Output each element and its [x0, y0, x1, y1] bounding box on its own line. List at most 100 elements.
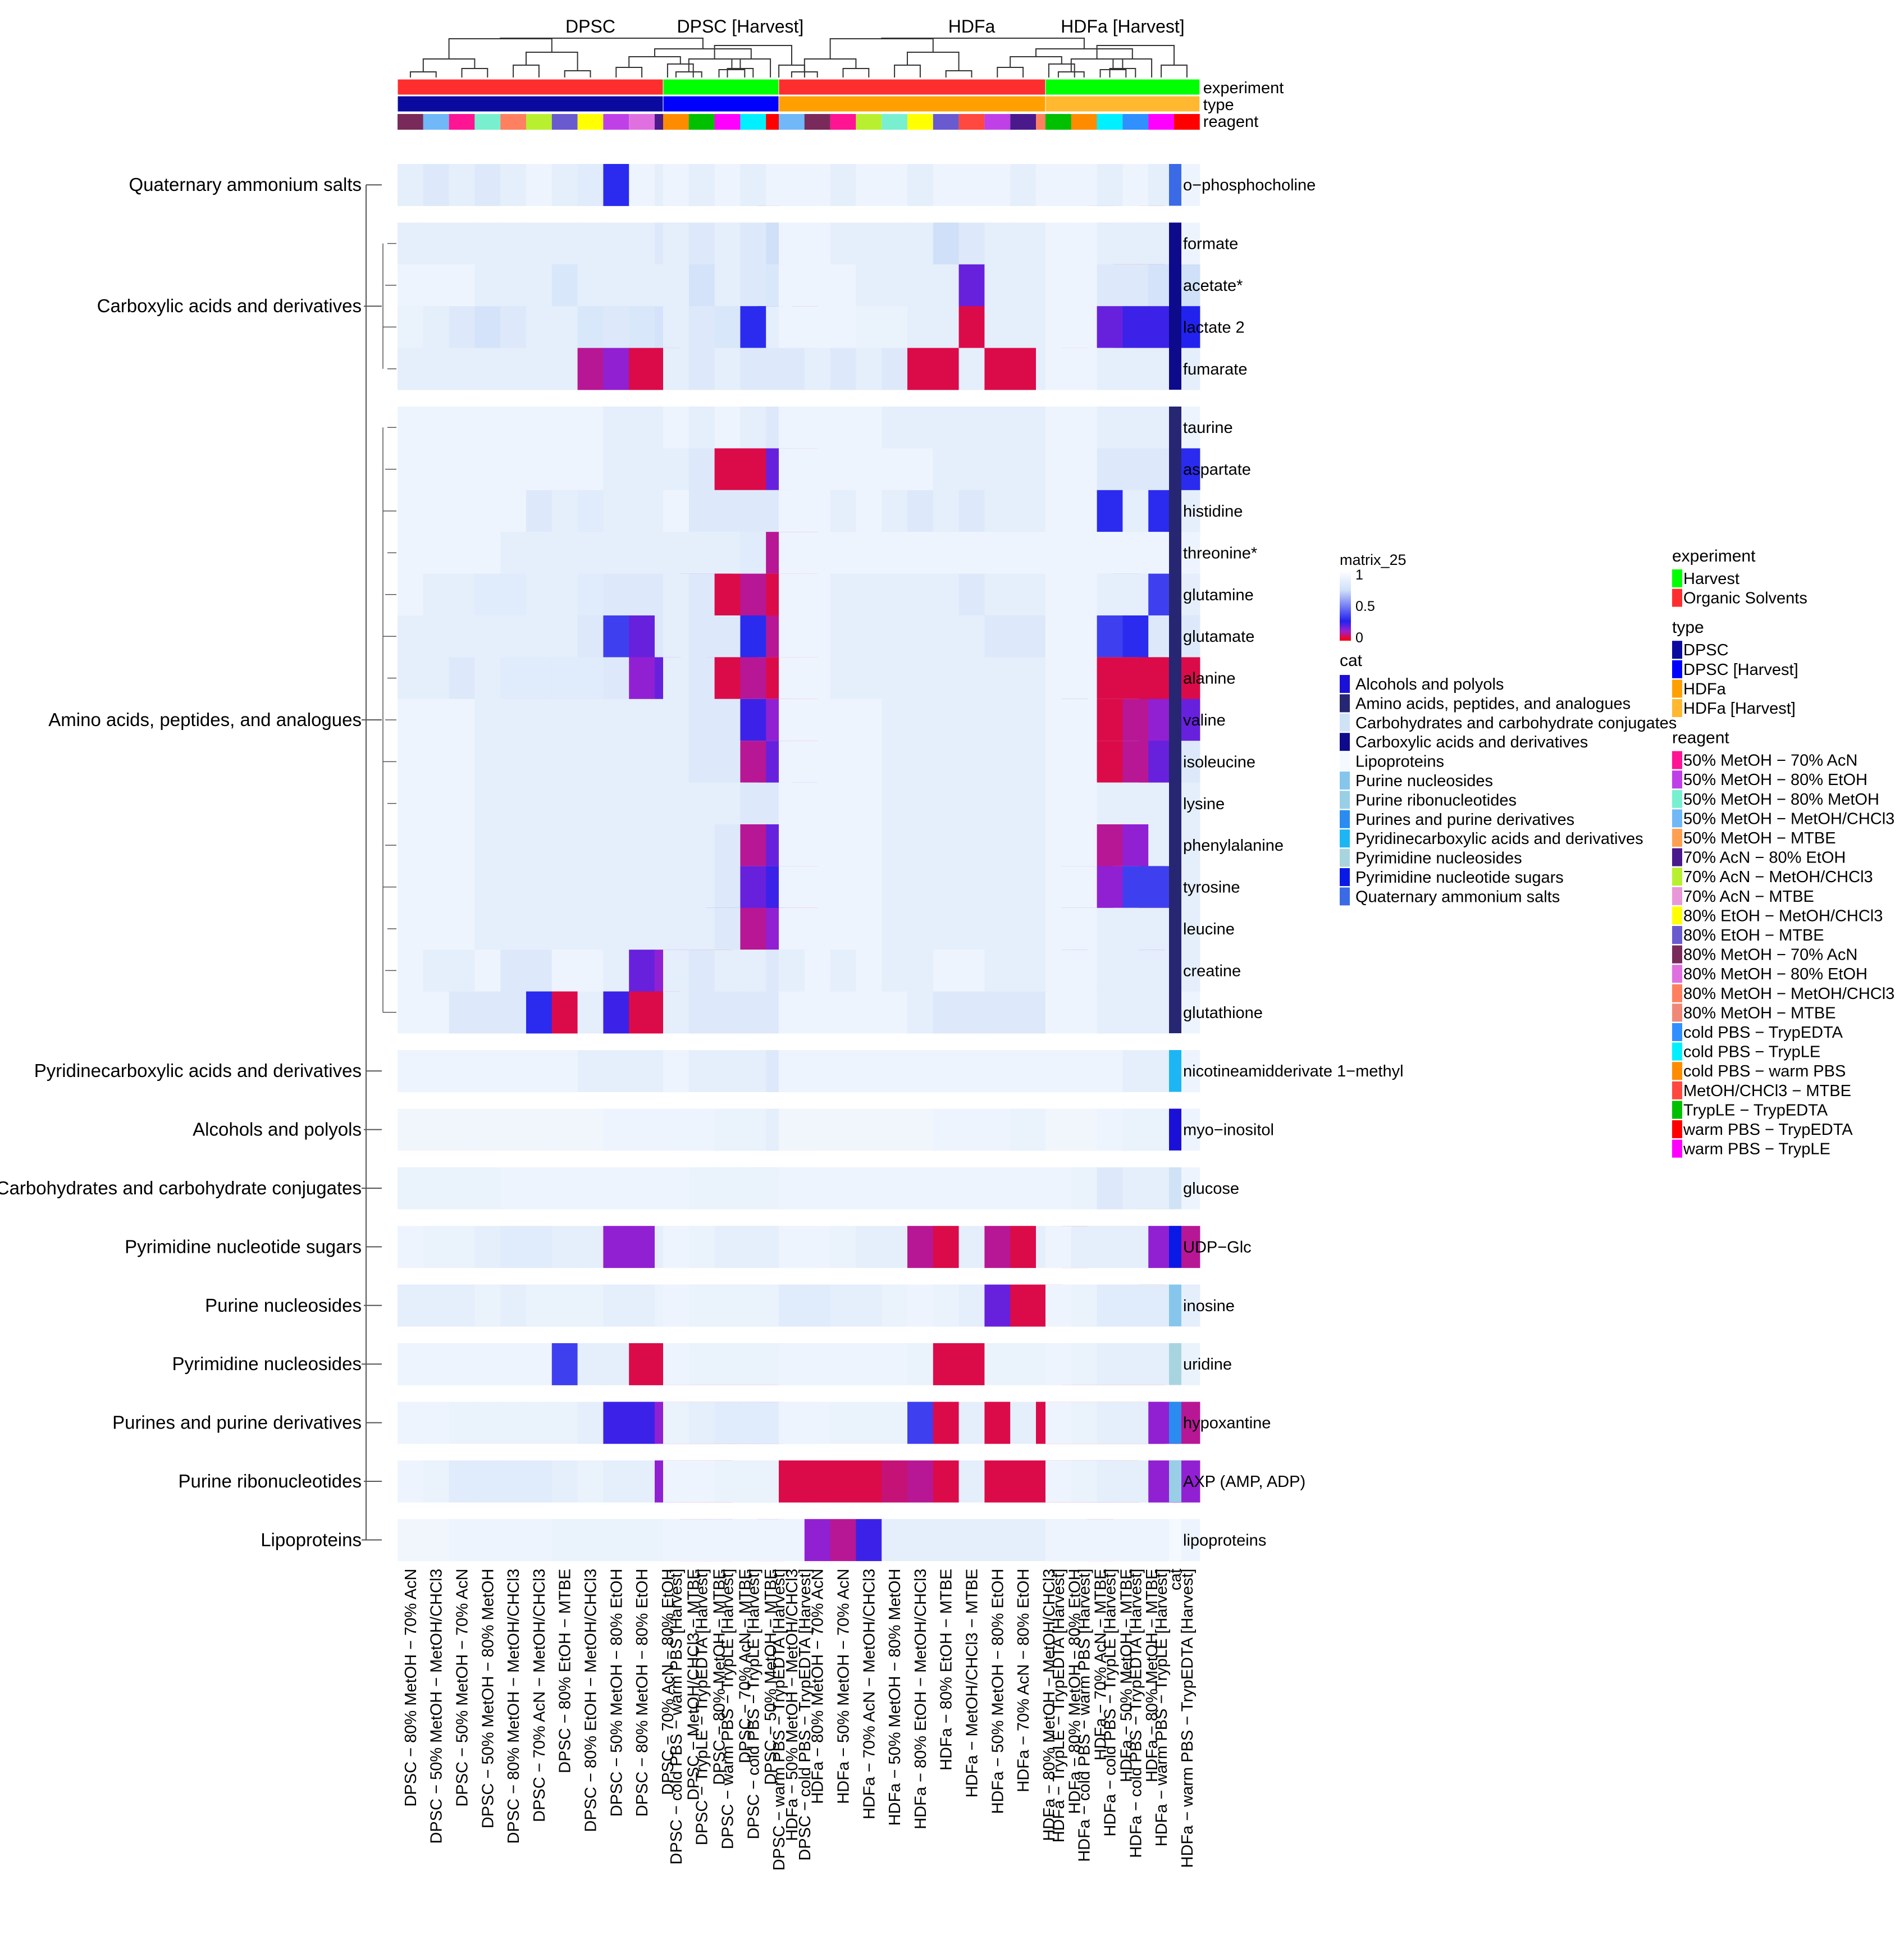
heatmap-cell [984, 264, 1011, 307]
heatmap-cell [474, 907, 501, 950]
heatmap-cell [830, 1460, 856, 1503]
heatmap-cell [1122, 950, 1149, 992]
heatmap-cell [830, 741, 856, 783]
heatmap-cell [526, 1226, 553, 1268]
row-label: threonine* [1183, 544, 1257, 562]
heatmap-cell [882, 1460, 908, 1503]
heatmap-cell [629, 866, 655, 909]
heatmap-cell [882, 782, 908, 825]
heatmap-cell [398, 222, 424, 265]
heatmap-cell [423, 824, 450, 866]
row-group-label: Pyrimidine nucleotide sugars [125, 1236, 362, 1257]
heatmap-cell [830, 532, 856, 574]
reagent-legend-swatch [1672, 906, 1682, 925]
heatmap-cell [577, 1343, 604, 1385]
heatmap-cell [629, 306, 655, 349]
heatmap-cell [500, 348, 527, 390]
heatmap-cell [1010, 991, 1037, 1034]
column-label: HDFa − 80% MetOH − MTBE [1143, 1569, 1161, 1782]
heatmap-cell [551, 950, 578, 992]
heatmap-cell [984, 164, 1011, 206]
heatmap-cell [907, 657, 934, 700]
heatmap-cell [740, 866, 766, 909]
legend-item-label: Lipoproteins [1355, 753, 1444, 771]
heatmap-cell [882, 348, 908, 390]
heatmap-cell [474, 306, 501, 349]
heatmap-cell [830, 490, 856, 532]
heatmap-cell [779, 782, 805, 825]
heatmap-cell [688, 782, 715, 825]
heatmap-cell [740, 164, 766, 206]
heatmap-cell [779, 991, 805, 1034]
reagent-legend-swatch [1672, 1003, 1682, 1022]
heatmap-cell [830, 264, 856, 307]
heatmap-cell [474, 1402, 501, 1444]
reagent-legend-swatch [1672, 848, 1682, 866]
column-group-title: HDFa [Harvest] [1061, 16, 1184, 36]
heatmap-cell [663, 1343, 690, 1385]
heatmap-cell [856, 306, 882, 349]
heatmap-cell [551, 782, 578, 825]
row-label: phenylalanine [1183, 837, 1284, 855]
heatmap-cell [1071, 164, 1098, 206]
heatmap-cell [577, 615, 604, 658]
column-label: HDFa − 50% MetOH − 80% EtOH [989, 1569, 1007, 1814]
heatmap-cell [629, 264, 655, 307]
legend-item-label: Pyridinecarboxylic acids and derivatives [1355, 830, 1643, 848]
heatmap-cell [526, 699, 553, 741]
heatmap-cell [1045, 1167, 1072, 1210]
heatmap-cell [423, 1460, 450, 1503]
heatmap-cell [474, 615, 501, 658]
heatmap-cell [1122, 348, 1149, 390]
heatmap-cell [423, 1050, 450, 1092]
row-label: myo−inositol [1183, 1121, 1274, 1139]
heatmap-cell [1045, 348, 1072, 390]
heatmap-cell [779, 615, 805, 658]
heatmap-cell [984, 532, 1011, 574]
heatmap-cell [474, 448, 501, 491]
heatmap-cell [856, 532, 882, 574]
heatmap-cell [1010, 1460, 1037, 1503]
column-label: HDFa − 70% AcN − MTBE [1092, 1569, 1110, 1761]
heatmap-cell [958, 1519, 985, 1562]
experiment-legend-label: Harvest [1683, 570, 1739, 588]
heatmap-cell [603, 699, 629, 741]
heatmap-cell [779, 907, 805, 950]
row-labels: o−phosphocholine formate acetate* lactate 2… [1183, 176, 1404, 1549]
heatmap-cell [688, 950, 715, 992]
heatmap-cell [526, 532, 553, 574]
legend-swatch [1340, 772, 1350, 790]
heatmap-cell [804, 1343, 831, 1385]
heatmap-cell [500, 490, 527, 532]
heatmap-cell [779, 1167, 805, 1210]
heatmap-cell [423, 1402, 450, 1444]
heatmap-cell [577, 991, 604, 1034]
heatmap-cell [856, 573, 882, 616]
heatmap-cell [740, 490, 766, 532]
heatmap-cell [1097, 866, 1123, 909]
row-group-label: Pyrimidine nucleosides [172, 1353, 362, 1374]
dendrogram-branch [881, 38, 1085, 49]
heatmap-cell [933, 907, 960, 950]
heatmap-cell [526, 866, 553, 909]
heatmap-cell [474, 264, 501, 307]
heatmap-cell [740, 782, 766, 825]
heatmap-cell [1097, 407, 1123, 449]
heatmap-cell [740, 222, 766, 265]
category-bar-segment [1169, 164, 1181, 206]
reagent-annotation [714, 114, 741, 130]
heatmap-cell [856, 907, 882, 950]
heatmap-cell [1122, 264, 1149, 307]
heatmap-cell [398, 264, 424, 307]
heatmap-cell [629, 991, 655, 1034]
heatmap-cell [474, 573, 501, 616]
reagent-annotation [1148, 114, 1174, 130]
category-bar-segment [1169, 1519, 1181, 1561]
category-bar-segment [1169, 1108, 1181, 1151]
heatmap-cell [1122, 532, 1149, 574]
reagent-legend-swatch [1672, 770, 1682, 789]
heatmap-cell [907, 866, 934, 909]
heatmap-cell [1097, 1167, 1123, 1210]
heatmap-cell [830, 866, 856, 909]
heatmap-cell [804, 407, 831, 449]
